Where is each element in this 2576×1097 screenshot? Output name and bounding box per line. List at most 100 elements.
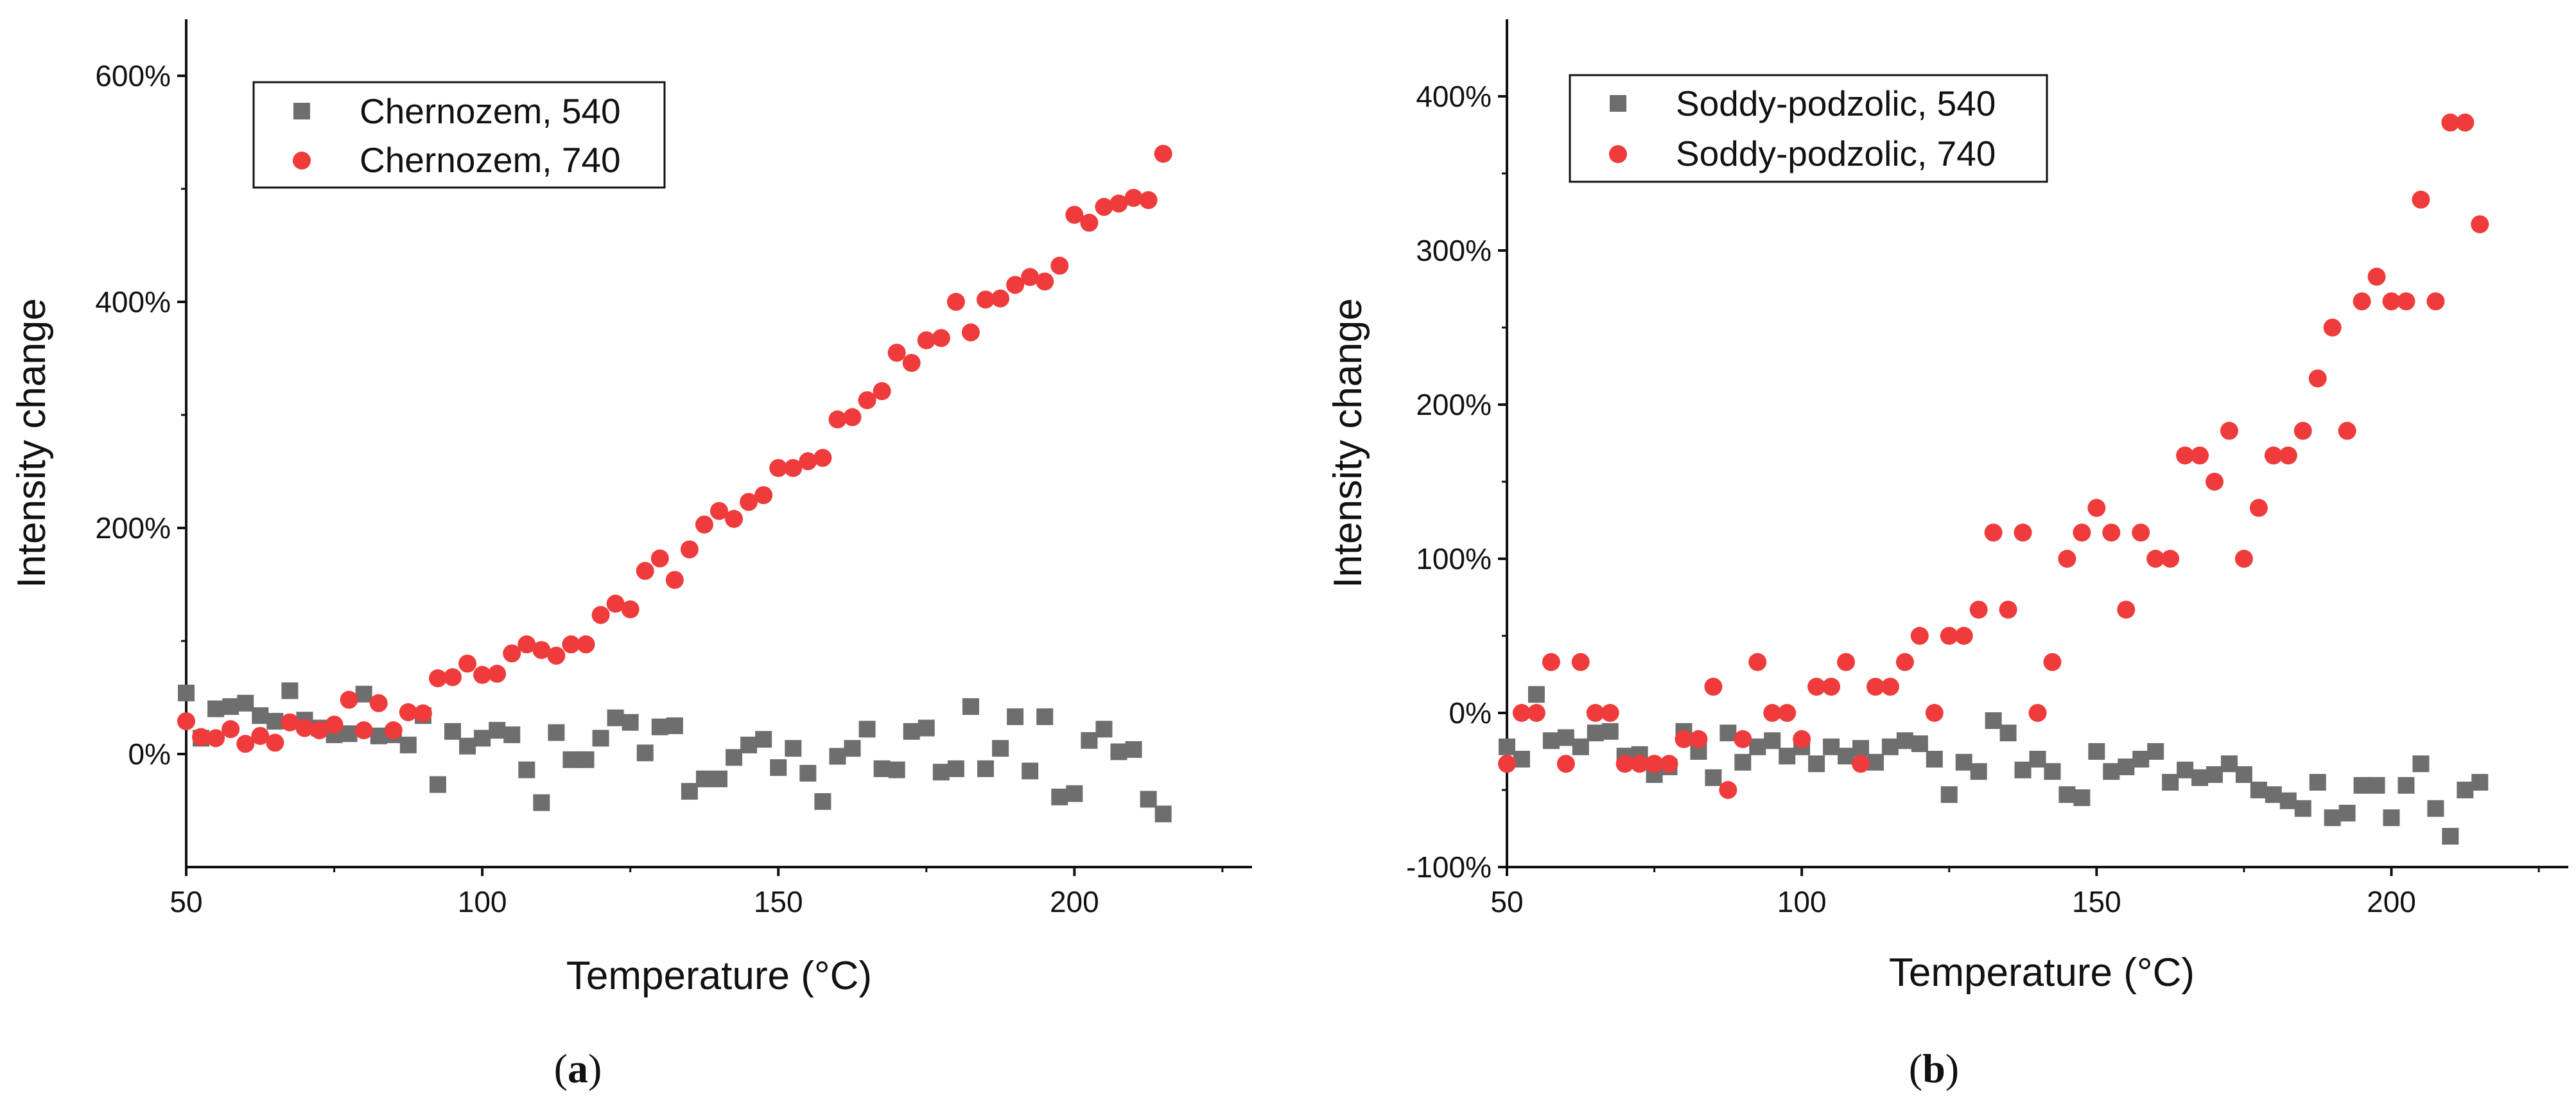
data-point-square [2162,774,2179,791]
panel-label-b: (b) [1909,1046,1959,1091]
data-point-circle [1675,730,1693,748]
panel-label-close: ) [588,1046,602,1091]
data-point-circle [2058,550,2076,568]
x-tick-label: 100 [1777,885,1827,918]
data-point-circle [222,720,240,739]
data-point-circle [281,713,299,732]
data-point-square [2206,766,2223,783]
data-point-circle [2293,421,2312,440]
data-point-square [770,759,787,777]
data-point-circle [2191,446,2209,465]
data-point-square [459,737,476,755]
data-point-circle [2456,113,2475,132]
data-point-circle [814,448,832,467]
data-point-circle [1065,206,1084,224]
x-axis-title: Temperature (°C) [566,954,872,998]
data-point-square [1066,785,1083,802]
data-point-circle [621,600,640,619]
data-point-square [2029,751,2046,768]
data-point-circle [1154,145,1172,163]
data-point-square [2014,761,2032,778]
data-point-square [666,717,683,734]
data-point-square [622,714,639,731]
data-point-circle [873,382,891,401]
data-point-circle [295,719,314,737]
data-point-circle [369,694,388,712]
data-point-square [2220,755,2238,773]
x-tick-label: 200 [2367,885,2416,918]
data-point-square [2442,828,2459,845]
data-point-circle [399,703,417,721]
y-tick-label: 200% [95,511,171,545]
data-point-circle [784,459,803,477]
data-point-square [607,709,624,726]
data-point-square [489,722,506,739]
y-tick-label: 400% [95,285,171,319]
data-point-square [266,712,284,730]
data-point-square [2412,755,2430,773]
data-point-circle [902,354,921,373]
data-point-circle [2353,292,2371,311]
data-point-circle [1512,704,1531,722]
data-point-circle [1556,755,1575,773]
data-point-circle [2338,421,2356,440]
data-point-square [562,751,580,768]
data-point-square [785,740,802,757]
data-point-square [1911,735,1928,752]
data-point-square [1125,741,1142,758]
data-point-square [711,770,727,787]
data-point-circle [2132,523,2150,542]
data-point-square [844,740,861,757]
data-point-square [1110,743,1127,760]
data-point-square [577,751,595,768]
data-point-circle [858,391,876,410]
data-point-circle [2014,523,2032,542]
data-point-square [252,707,269,724]
data-point-square [992,740,1009,757]
data-point-circle [2234,550,2253,568]
data-point-circle [799,452,817,471]
data-point-circle [740,493,758,511]
data-point-square [977,760,994,777]
data-point-square [932,764,950,781]
data-point-square [2427,800,2444,817]
data-point-circle [991,289,1010,308]
data-point-square [1985,712,2002,729]
data-point-square [1572,738,1589,755]
data-point-square [1022,762,1039,780]
data-point-circle [577,635,595,654]
data-point-square [2073,789,2091,806]
data-point-square [1601,723,1619,740]
data-point-square [2118,759,2135,775]
data-point-circle [177,712,195,730]
data-point-circle [1954,627,1973,645]
data-point-circle [695,515,713,534]
data-point-circle [1895,653,1914,671]
data-point-circle [444,668,462,687]
data-point-circle [192,728,211,746]
data-point-square [2147,743,2164,760]
data-point-circle [547,646,566,665]
data-point-circle [650,549,669,568]
data-point-circle [1615,755,1634,773]
data-point-square [503,726,521,744]
data-point-square [1527,686,1545,703]
data-point-square [399,736,417,753]
data-point-circle [1645,755,1664,773]
data-point-circle [1940,627,1958,645]
data-point-circle [1704,678,1723,696]
data-point-square [2457,782,2474,798]
data-point-square [1719,724,1737,742]
legend-marker-circle [293,152,311,170]
data-point-square [2235,766,2252,783]
data-point-circle [266,733,284,752]
data-point-square [237,694,254,712]
data-point-square [2177,761,2194,778]
data-point-square [829,748,846,765]
data-point-circle [1881,678,1899,696]
data-point-circle [1571,653,1590,671]
panel-label-open: ( [554,1046,568,1091]
panel-label-close: ) [1945,1046,1959,1091]
data-point-circle [1586,704,1605,722]
data-point-circle [2043,653,2062,671]
